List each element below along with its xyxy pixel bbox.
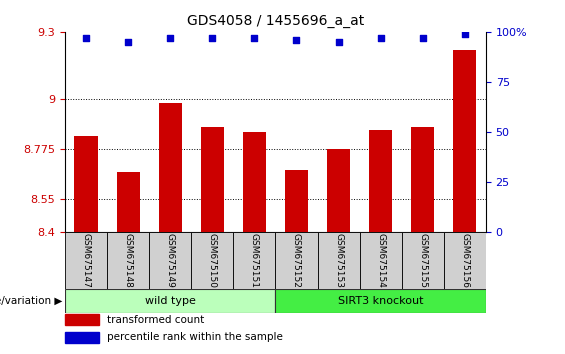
- Bar: [327, 149, 350, 232]
- Title: GDS4058 / 1455696_a_at: GDS4058 / 1455696_a_at: [187, 14, 364, 28]
- Text: GSM675149: GSM675149: [166, 233, 175, 288]
- Point: [334, 39, 343, 45]
- Point: [292, 37, 301, 43]
- Bar: [65, 232, 107, 289]
- Point: [166, 35, 175, 41]
- Text: GSM675148: GSM675148: [124, 233, 133, 288]
- Bar: [149, 232, 191, 289]
- Bar: [233, 232, 276, 289]
- Bar: [65, 314, 99, 325]
- Bar: [444, 232, 486, 289]
- Text: GSM675152: GSM675152: [292, 233, 301, 288]
- Text: wild type: wild type: [145, 296, 195, 306]
- Text: GSM675153: GSM675153: [334, 233, 343, 288]
- Bar: [107, 232, 149, 289]
- Bar: [360, 232, 402, 289]
- Text: GSM675151: GSM675151: [250, 233, 259, 288]
- Point: [460, 31, 470, 37]
- Point: [81, 35, 90, 41]
- Bar: [243, 132, 266, 232]
- Bar: [201, 127, 224, 232]
- Point: [418, 35, 427, 41]
- Text: SIRT3 knockout: SIRT3 knockout: [338, 296, 423, 306]
- Text: genotype/variation ▶: genotype/variation ▶: [0, 296, 62, 306]
- Bar: [159, 103, 182, 232]
- Bar: [276, 232, 318, 289]
- Bar: [402, 232, 444, 289]
- Bar: [75, 136, 98, 232]
- Point: [250, 35, 259, 41]
- Bar: [65, 289, 276, 313]
- Bar: [65, 332, 99, 343]
- Text: GSM675155: GSM675155: [418, 233, 427, 288]
- Bar: [411, 127, 434, 232]
- Point: [376, 35, 385, 41]
- Bar: [369, 130, 392, 232]
- Text: GSM675150: GSM675150: [208, 233, 217, 288]
- Point: [124, 39, 133, 45]
- Text: percentile rank within the sample: percentile rank within the sample: [107, 332, 283, 342]
- Point: [208, 35, 217, 41]
- Text: transformed count: transformed count: [107, 315, 205, 325]
- Bar: [276, 289, 486, 313]
- Bar: [191, 232, 233, 289]
- Text: GSM675156: GSM675156: [460, 233, 470, 288]
- Bar: [318, 232, 360, 289]
- Bar: [285, 170, 308, 232]
- Bar: [453, 50, 476, 232]
- Text: GSM675154: GSM675154: [376, 233, 385, 288]
- Text: GSM675147: GSM675147: [81, 233, 90, 288]
- Bar: [116, 172, 140, 232]
